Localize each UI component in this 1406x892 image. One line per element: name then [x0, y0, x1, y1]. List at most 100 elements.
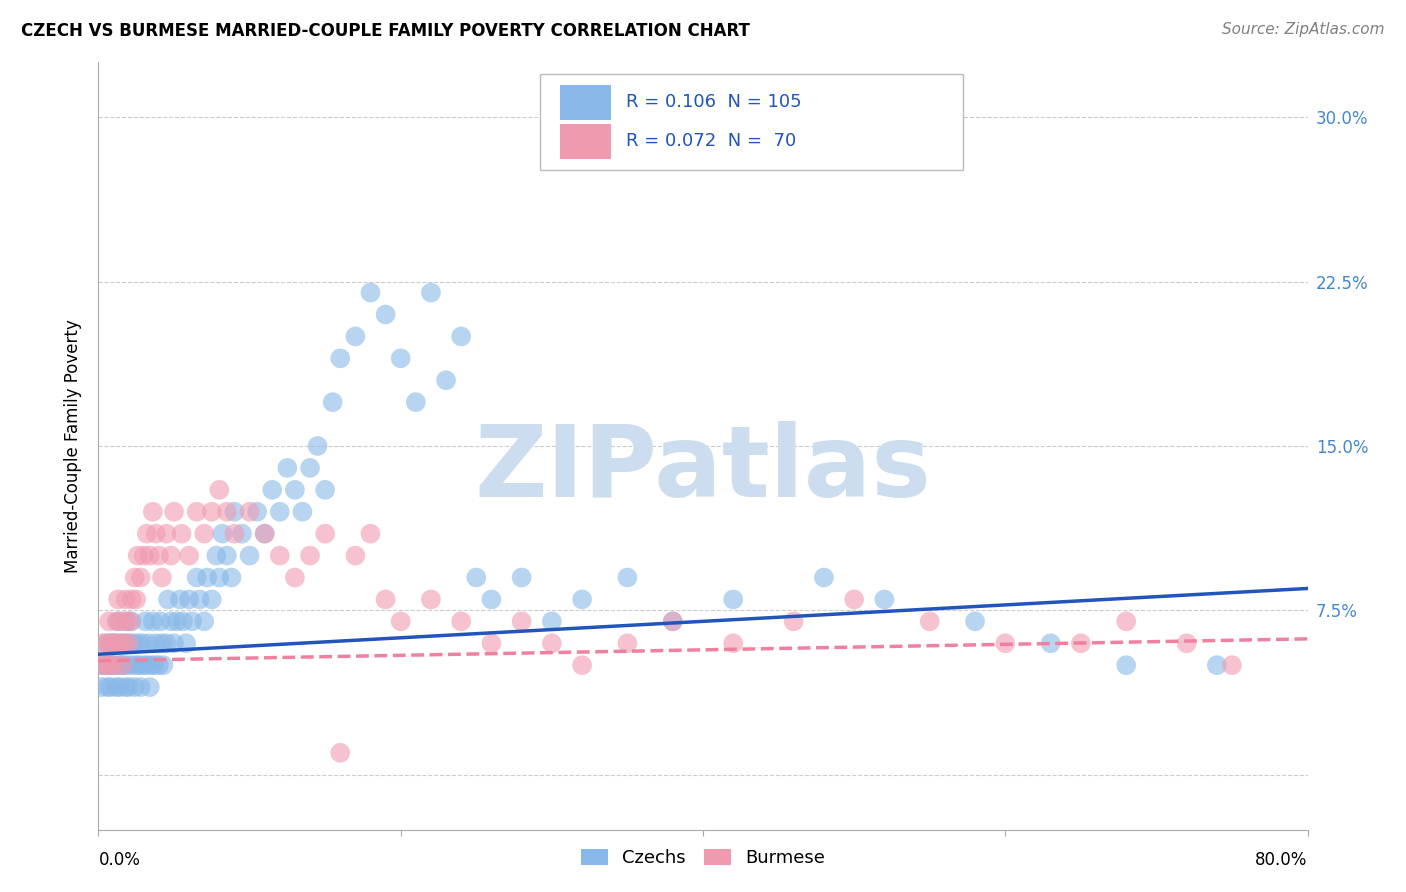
Point	[174, 636, 197, 650]
Point	[143, 658, 166, 673]
Point	[239, 549, 262, 563]
Point	[121, 615, 143, 629]
Point	[105, 680, 128, 694]
Point	[139, 680, 162, 694]
Point	[374, 308, 396, 322]
Point	[125, 592, 148, 607]
Point	[141, 658, 163, 673]
Point	[118, 636, 141, 650]
Point	[124, 680, 146, 694]
Point	[195, 570, 218, 584]
Point	[510, 570, 533, 584]
Point	[101, 636, 124, 650]
Bar	[561, 86, 612, 120]
Point	[100, 680, 122, 694]
Text: ZIPatlas: ZIPatlas	[475, 420, 931, 517]
Point	[284, 570, 307, 584]
Point	[155, 636, 177, 650]
Point	[156, 592, 179, 607]
Point	[166, 615, 188, 629]
Point	[420, 285, 443, 300]
Point	[239, 505, 262, 519]
Point	[101, 636, 124, 650]
Point	[94, 636, 117, 650]
Point	[616, 570, 638, 584]
Point	[269, 549, 291, 563]
Point	[329, 746, 352, 760]
Point	[93, 658, 115, 673]
Point	[723, 592, 745, 607]
Point	[107, 592, 129, 607]
Point	[1115, 658, 1137, 673]
Point	[307, 439, 329, 453]
Point	[1070, 636, 1092, 650]
Point	[152, 658, 174, 673]
Point	[96, 680, 118, 694]
Point	[389, 351, 412, 366]
Point	[108, 680, 131, 694]
Point	[114, 680, 136, 694]
Point	[110, 636, 132, 650]
Point	[224, 505, 246, 519]
Point	[322, 395, 344, 409]
Point	[299, 549, 322, 563]
Point	[211, 526, 233, 541]
Point	[110, 658, 132, 673]
Point	[994, 636, 1017, 650]
Text: R = 0.106  N = 105: R = 0.106 N = 105	[626, 94, 801, 112]
Point	[481, 636, 503, 650]
Point	[208, 483, 231, 497]
Point	[360, 285, 382, 300]
Point	[291, 505, 314, 519]
Point	[142, 505, 165, 519]
Point	[1115, 615, 1137, 629]
FancyBboxPatch shape	[540, 74, 963, 169]
Point	[135, 658, 157, 673]
Point	[103, 658, 125, 673]
Point	[163, 636, 186, 650]
Point	[129, 570, 152, 584]
Point	[139, 549, 162, 563]
Text: 80.0%: 80.0%	[1256, 852, 1308, 870]
Point	[110, 615, 132, 629]
Legend: Czechs, Burmese: Czechs, Burmese	[574, 841, 832, 874]
Point	[616, 636, 638, 650]
Point	[149, 615, 172, 629]
Point	[127, 549, 149, 563]
Text: Source: ZipAtlas.com: Source: ZipAtlas.com	[1222, 22, 1385, 37]
Point	[360, 526, 382, 541]
Point	[91, 658, 114, 673]
Point	[145, 636, 167, 650]
Point	[107, 658, 129, 673]
Point	[481, 592, 503, 607]
Point	[844, 592, 866, 607]
Point	[540, 615, 562, 629]
Point	[132, 658, 155, 673]
Point	[114, 592, 136, 607]
Point	[186, 570, 208, 584]
Point	[135, 526, 157, 541]
Point	[215, 505, 238, 519]
Point	[253, 526, 276, 541]
Point	[128, 658, 150, 673]
Point	[269, 505, 291, 519]
Point	[129, 680, 152, 694]
Point	[134, 615, 156, 629]
Point	[510, 615, 533, 629]
Point	[155, 526, 177, 541]
Point	[284, 483, 307, 497]
Point	[100, 658, 122, 673]
Point	[965, 615, 987, 629]
Point	[148, 658, 170, 673]
Point	[107, 615, 129, 629]
Point	[420, 592, 443, 607]
Point	[193, 615, 215, 629]
Point	[111, 658, 134, 673]
Point	[108, 636, 131, 650]
Point	[540, 636, 562, 650]
Point	[89, 658, 111, 673]
Point	[118, 680, 141, 694]
Point	[571, 592, 593, 607]
Point	[132, 549, 155, 563]
Point	[94, 658, 117, 673]
